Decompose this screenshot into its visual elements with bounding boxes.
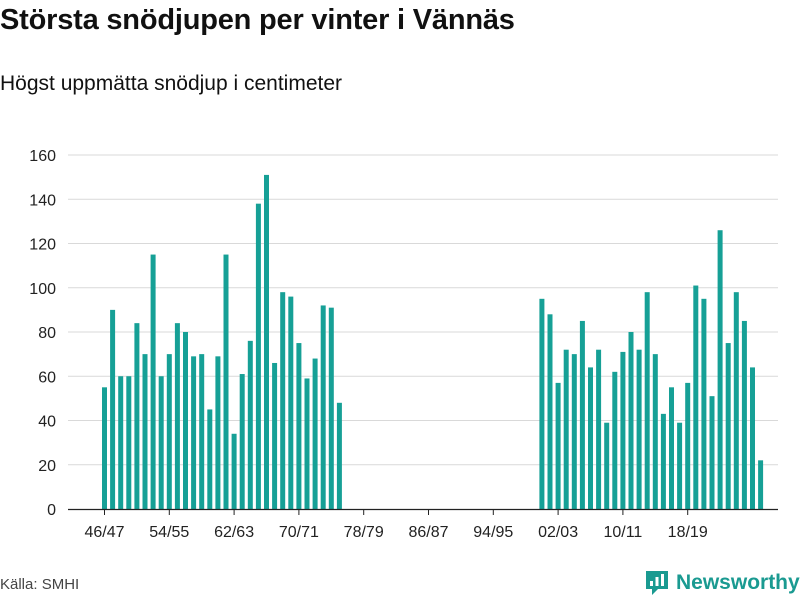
bar <box>231 433 237 509</box>
y-tick-label: 80 <box>38 325 56 342</box>
bar <box>199 354 205 509</box>
y-tick-label: 120 <box>29 237 56 254</box>
bar <box>328 307 334 509</box>
newsworthy-logo-icon <box>646 571 668 595</box>
bar <box>750 367 755 509</box>
bar <box>620 351 626 509</box>
bar <box>207 409 213 509</box>
bar <box>280 292 286 509</box>
bar <box>118 376 124 509</box>
bar <box>571 354 577 509</box>
bar <box>604 422 610 509</box>
bar <box>304 378 310 509</box>
bar <box>320 305 326 509</box>
bar <box>685 382 691 509</box>
bar <box>158 376 164 509</box>
bar <box>134 323 140 509</box>
bar <box>660 413 666 509</box>
y-tick-label: 140 <box>29 192 56 209</box>
bar <box>677 422 683 509</box>
gridlines <box>68 154 778 466</box>
bar <box>247 340 253 509</box>
bar <box>644 292 650 509</box>
bar <box>693 285 699 509</box>
bar <box>555 382 561 509</box>
bar <box>255 203 261 510</box>
bar <box>126 376 132 509</box>
bar <box>336 402 342 509</box>
bar <box>669 387 674 509</box>
x-tick-label: 94/95 <box>473 524 513 541</box>
bar <box>758 460 764 509</box>
brand-logo[interactable]: Newsworthy <box>644 569 800 597</box>
x-tick-label: 10/11 <box>603 524 642 541</box>
bar <box>296 343 302 509</box>
bar <box>102 387 107 509</box>
x-tick-label: 62/63 <box>214 524 254 541</box>
x-tick-label: 78/79 <box>344 524 384 541</box>
bar <box>709 396 715 509</box>
y-tick-label: 0 <box>47 502 56 519</box>
bar <box>588 367 593 509</box>
bar <box>174 323 180 509</box>
bar <box>191 356 197 509</box>
bar <box>701 298 707 509</box>
bar <box>596 349 602 509</box>
bar <box>142 354 148 509</box>
bar <box>215 356 221 509</box>
x-tick-label: 86/87 <box>408 524 448 541</box>
bar <box>628 332 634 509</box>
bar <box>272 362 278 509</box>
bar <box>288 296 294 509</box>
bar <box>312 358 318 509</box>
y-tick-label: 100 <box>29 281 56 298</box>
bar <box>223 254 229 509</box>
bar <box>725 343 731 509</box>
chart-subtitle: Högst uppmätta snödjup i centimeter <box>0 72 343 95</box>
bar <box>150 254 156 509</box>
bar <box>652 354 658 509</box>
bar <box>547 314 553 509</box>
bar <box>539 298 545 509</box>
x-tick-label: 18/19 <box>668 524 708 541</box>
x-tick-label: 54/55 <box>149 524 189 541</box>
bar <box>636 349 642 509</box>
bar <box>239 374 245 509</box>
y-tick-label: 40 <box>38 414 56 431</box>
bar <box>733 292 739 509</box>
y-tick-label: 20 <box>38 458 56 475</box>
bar <box>110 309 116 509</box>
x-tick-label: 70/71 <box>279 524 319 541</box>
x-tick-label: 46/47 <box>84 524 124 541</box>
bar <box>183 332 188 509</box>
bars <box>102 174 764 510</box>
bar <box>717 230 723 509</box>
bar <box>264 174 269 509</box>
y-tick-label: 160 <box>29 148 56 165</box>
bar <box>612 371 618 509</box>
bar <box>741 320 747 509</box>
y-tick-label: 60 <box>38 369 56 386</box>
bar <box>563 349 569 509</box>
axes: 0 20 40 60 80 100 120 140 160 46/47 54/55 62/63 70/7… <box>29 148 778 541</box>
chart-title: Största snödjupen per vinter i Vännäs <box>0 4 515 36</box>
x-tick-label: 02/03 <box>538 524 578 541</box>
brand-name: Newsworthy <box>676 571 800 594</box>
bar <box>166 354 172 509</box>
bar <box>579 320 585 509</box>
source-note: Källa: SMHI <box>0 576 80 593</box>
